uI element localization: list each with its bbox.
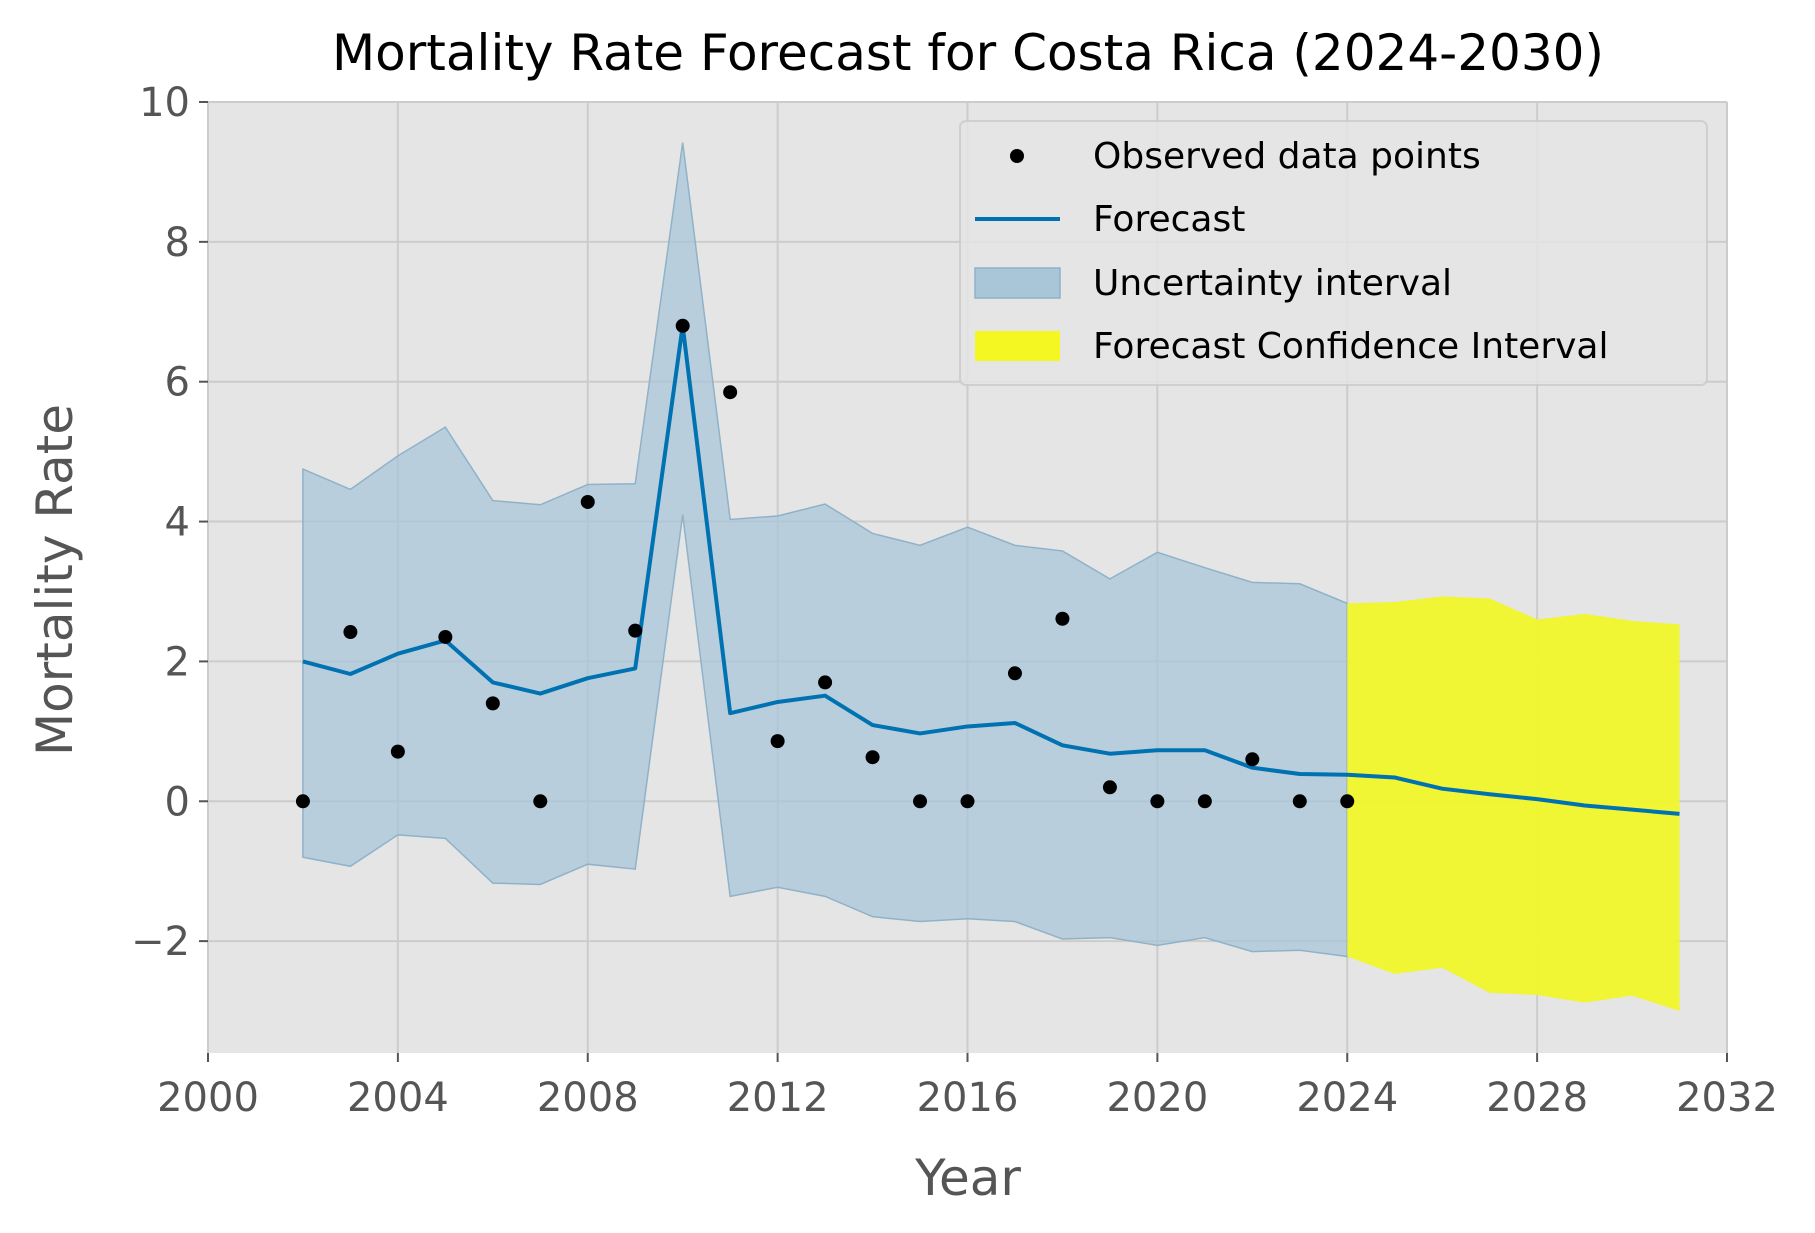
y-tick-label: −2 [131, 919, 190, 965]
observed-point [1340, 794, 1355, 809]
observed-point [675, 318, 690, 333]
legend-uncertainty-label: Uncertainty interval [1093, 263, 1452, 304]
observed-point [1055, 611, 1070, 626]
x-tick-label: 2000 [157, 1075, 259, 1121]
observed-point [913, 794, 928, 809]
x-tick-label: 2004 [347, 1075, 449, 1121]
y-tick-label: 8 [165, 220, 190, 266]
x-tick-label: 2020 [1106, 1075, 1208, 1121]
y-tick-label: 0 [165, 779, 190, 825]
legend-observed-marker [1010, 149, 1024, 163]
y-tick-label: 4 [165, 500, 190, 546]
legend-forecast-label: Forecast [1093, 199, 1245, 240]
observed-point [485, 696, 500, 711]
observed-point [1150, 794, 1165, 809]
x-tick-label: 2024 [1296, 1075, 1398, 1121]
observed-point [770, 734, 785, 749]
axis-ticks: 2000 2004 2008 2012 2016 2020 2024 2028 2032 −2 0 2… [131, 80, 1778, 1121]
observed-point [1292, 794, 1307, 809]
legend: Observed data points Forecast Uncertaint… [959, 120, 1708, 386]
x-tick-label: 2016 [917, 1075, 1019, 1121]
legend-box [959, 120, 1708, 386]
observed-point [438, 629, 453, 644]
x-tick-label: 2008 [537, 1075, 639, 1121]
observed-point [628, 623, 643, 638]
observed-point [960, 794, 975, 809]
forecast-ci-layer [1347, 596, 1680, 1012]
observed-point [1197, 794, 1212, 809]
y-tick-label: 10 [139, 80, 190, 126]
forecast-layer [302, 323, 1680, 816]
legend-uncertainty-swatch [974, 267, 1061, 299]
observed-point [818, 675, 833, 690]
legend-forecast-ci-label: Forecast Confidence Interval [1093, 326, 1609, 367]
observed-point [533, 794, 548, 809]
observed-point [1102, 780, 1117, 795]
x-tick-label: 2028 [1486, 1075, 1588, 1121]
forecast-line [302, 323, 1680, 816]
x-axis-title: Year [914, 1149, 1021, 1207]
y-tick-label: 6 [165, 360, 190, 406]
observed-point [865, 750, 880, 765]
observed-point [1245, 752, 1260, 767]
x-tick-label: 2032 [1676, 1075, 1778, 1121]
forecast-confidence-band [1347, 596, 1680, 1012]
x-tick-label: 2012 [727, 1075, 829, 1121]
legend-forecast-ci-swatch [975, 331, 1060, 361]
chart-title: Mortality Rate Forecast for Costa Rica (… [332, 24, 1604, 82]
legend-observed-label: Observed data points [1093, 136, 1481, 177]
observed-point [295, 794, 310, 809]
observed-points [295, 318, 1355, 809]
observed-point [580, 494, 595, 509]
y-axis-title: Mortality Rate [26, 404, 84, 756]
observed-point [1007, 666, 1022, 681]
observed-point [343, 625, 358, 640]
y-tick-label: 2 [165, 639, 190, 685]
observed-point [390, 744, 405, 759]
observed-point [723, 385, 738, 400]
